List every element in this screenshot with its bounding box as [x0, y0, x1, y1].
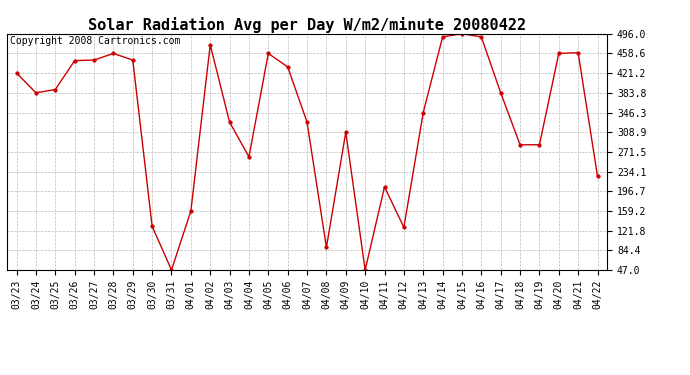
Title: Solar Radiation Avg per Day W/m2/minute 20080422: Solar Radiation Avg per Day W/m2/minute … [88, 16, 526, 33]
Text: Copyright 2008 Cartronics.com: Copyright 2008 Cartronics.com [10, 36, 180, 46]
